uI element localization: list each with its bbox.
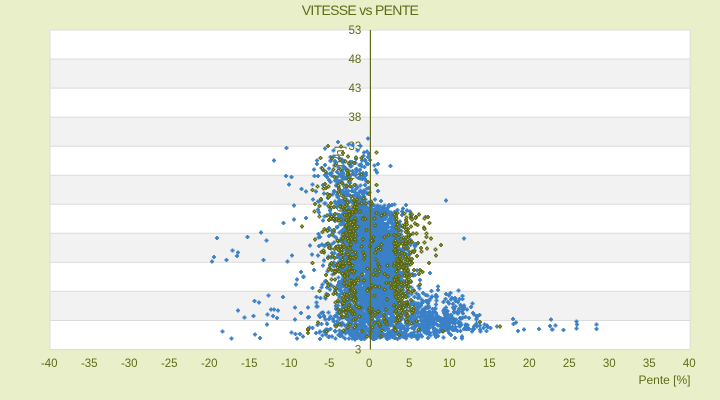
svg-text:5: 5: [406, 358, 412, 370]
svg-text:10: 10: [443, 358, 456, 370]
svg-text:VITESSE vs PENTE: VITESSE vs PENTE: [302, 2, 419, 18]
svg-text:0: 0: [366, 358, 372, 370]
svg-text:40: 40: [683, 358, 696, 370]
svg-text:53: 53: [349, 25, 362, 37]
svg-text:38: 38: [349, 112, 362, 124]
svg-text:3: 3: [355, 345, 361, 357]
svg-text:-10: -10: [281, 358, 298, 370]
svg-text:35: 35: [643, 358, 656, 370]
svg-text:15: 15: [483, 358, 496, 370]
svg-text:-40: -40: [41, 358, 58, 370]
svg-text:-25: -25: [161, 358, 178, 370]
svg-text:-30: -30: [121, 358, 138, 370]
svg-text:-35: -35: [81, 358, 98, 370]
svg-text:-5: -5: [324, 358, 334, 370]
svg-text:20: 20: [523, 358, 536, 370]
svg-text:30: 30: [603, 358, 616, 370]
svg-text:-20: -20: [201, 358, 218, 370]
svg-text:Pente [%]: Pente [%]: [638, 373, 690, 387]
svg-text:-15: -15: [241, 358, 258, 370]
svg-text:25: 25: [563, 358, 576, 370]
svg-text:43: 43: [349, 83, 362, 95]
svg-text:48: 48: [349, 54, 362, 66]
